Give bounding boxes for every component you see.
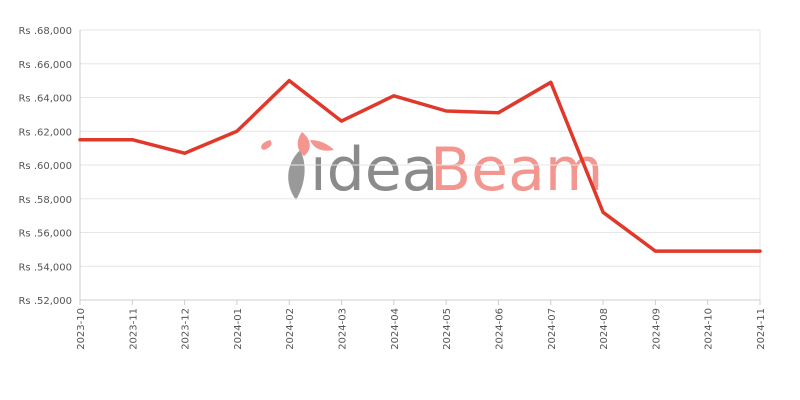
x-tick-label: 2024-10 — [704, 308, 715, 350]
y-tick-label: Rs .66,000 — [18, 60, 72, 71]
data-point — [758, 249, 762, 253]
x-tick-label: 2023-11 — [128, 308, 139, 350]
watermark-text-beam: Beam — [430, 135, 603, 205]
data-point — [78, 138, 82, 142]
series-line — [78, 78, 762, 253]
data-point — [444, 109, 448, 113]
x-tick-label: 2024-01 — [233, 308, 244, 350]
x-axis-ticks: 2023-10 2023-11 2023-12 2024-01 2024-02 2024-… — [76, 300, 767, 350]
series — [78, 78, 762, 253]
data-point — [706, 249, 710, 253]
data-point — [340, 119, 344, 123]
x-tick-label: 2024-02 — [285, 308, 296, 350]
x-tick-label: 2024-11 — [756, 308, 767, 350]
y-tick-label: Rs .68,000 — [18, 26, 72, 37]
watermark-text-idea: ıdea — [310, 135, 438, 205]
y-tick-label: Rs .58,000 — [18, 195, 72, 206]
watermark: ıdea Beam — [261, 132, 603, 205]
y-tick-label: Rs .60,000 — [18, 161, 72, 172]
y-tick-label: Rs .52,000 — [18, 296, 72, 307]
data-point — [235, 129, 239, 133]
data-point — [549, 80, 553, 84]
watermark-logo-icon — [261, 132, 334, 200]
y-axis-ticks: Rs .52,000 Rs .54,000 Rs .56,000 Rs .58,000… — [18, 26, 72, 307]
x-tick-label: 2024-03 — [338, 308, 349, 350]
x-tick-label: 2024-06 — [494, 308, 505, 350]
x-tick-label: 2023-12 — [181, 308, 192, 350]
y-tick-label: Rs .56,000 — [18, 229, 72, 240]
axes — [79, 30, 761, 301]
grid — [80, 29, 760, 301]
data-point — [496, 111, 500, 115]
data-point — [601, 210, 605, 214]
y-tick-label: Rs .64,000 — [18, 94, 72, 105]
x-tick-label: 2024-07 — [547, 308, 558, 350]
x-tick-label: 2024-09 — [651, 308, 662, 350]
data-point — [653, 249, 657, 253]
data-point — [183, 151, 187, 155]
y-tick-label: Rs .62,000 — [18, 127, 72, 138]
data-point — [392, 94, 396, 98]
data-point — [130, 138, 134, 142]
x-tick-label: 2024-08 — [599, 308, 610, 350]
x-tick-label: 2024-04 — [390, 308, 401, 350]
data-point — [287, 79, 291, 83]
x-tick-label: 2023-10 — [76, 308, 87, 350]
x-tick-label: 2024-05 — [442, 308, 453, 350]
y-tick-label: Rs .54,000 — [18, 262, 72, 273]
